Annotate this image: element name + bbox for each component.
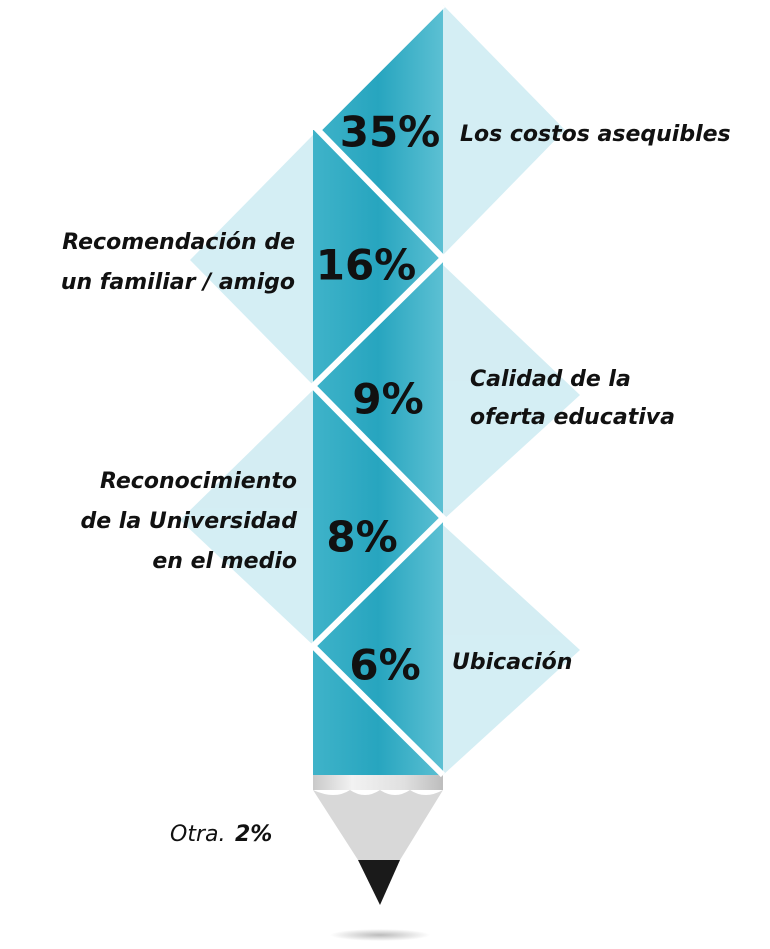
percent: 16% — [316, 241, 417, 290]
label: en el medio — [152, 549, 297, 574]
percent: 8% — [326, 513, 397, 562]
label: de la Universidad — [80, 509, 297, 534]
label: Recomendación de — [62, 230, 295, 255]
other-percent: 2% — [235, 822, 272, 847]
column — [313, 5, 443, 775]
light-diamonds — [180, 5, 580, 775]
top-cut — [313, 5, 443, 130]
percent: 9% — [352, 375, 423, 424]
label: oferta educativa — [470, 405, 675, 430]
label: Calidad de la — [470, 367, 631, 392]
label: Ubicación — [452, 650, 572, 675]
label: un familiar / amigo — [61, 270, 295, 295]
label: Reconocimiento — [100, 469, 297, 494]
percent: 6% — [349, 641, 420, 690]
other-label: Otra. — [170, 822, 225, 847]
percent: 35% — [340, 108, 441, 157]
label: Los costos asequibles — [460, 122, 731, 147]
